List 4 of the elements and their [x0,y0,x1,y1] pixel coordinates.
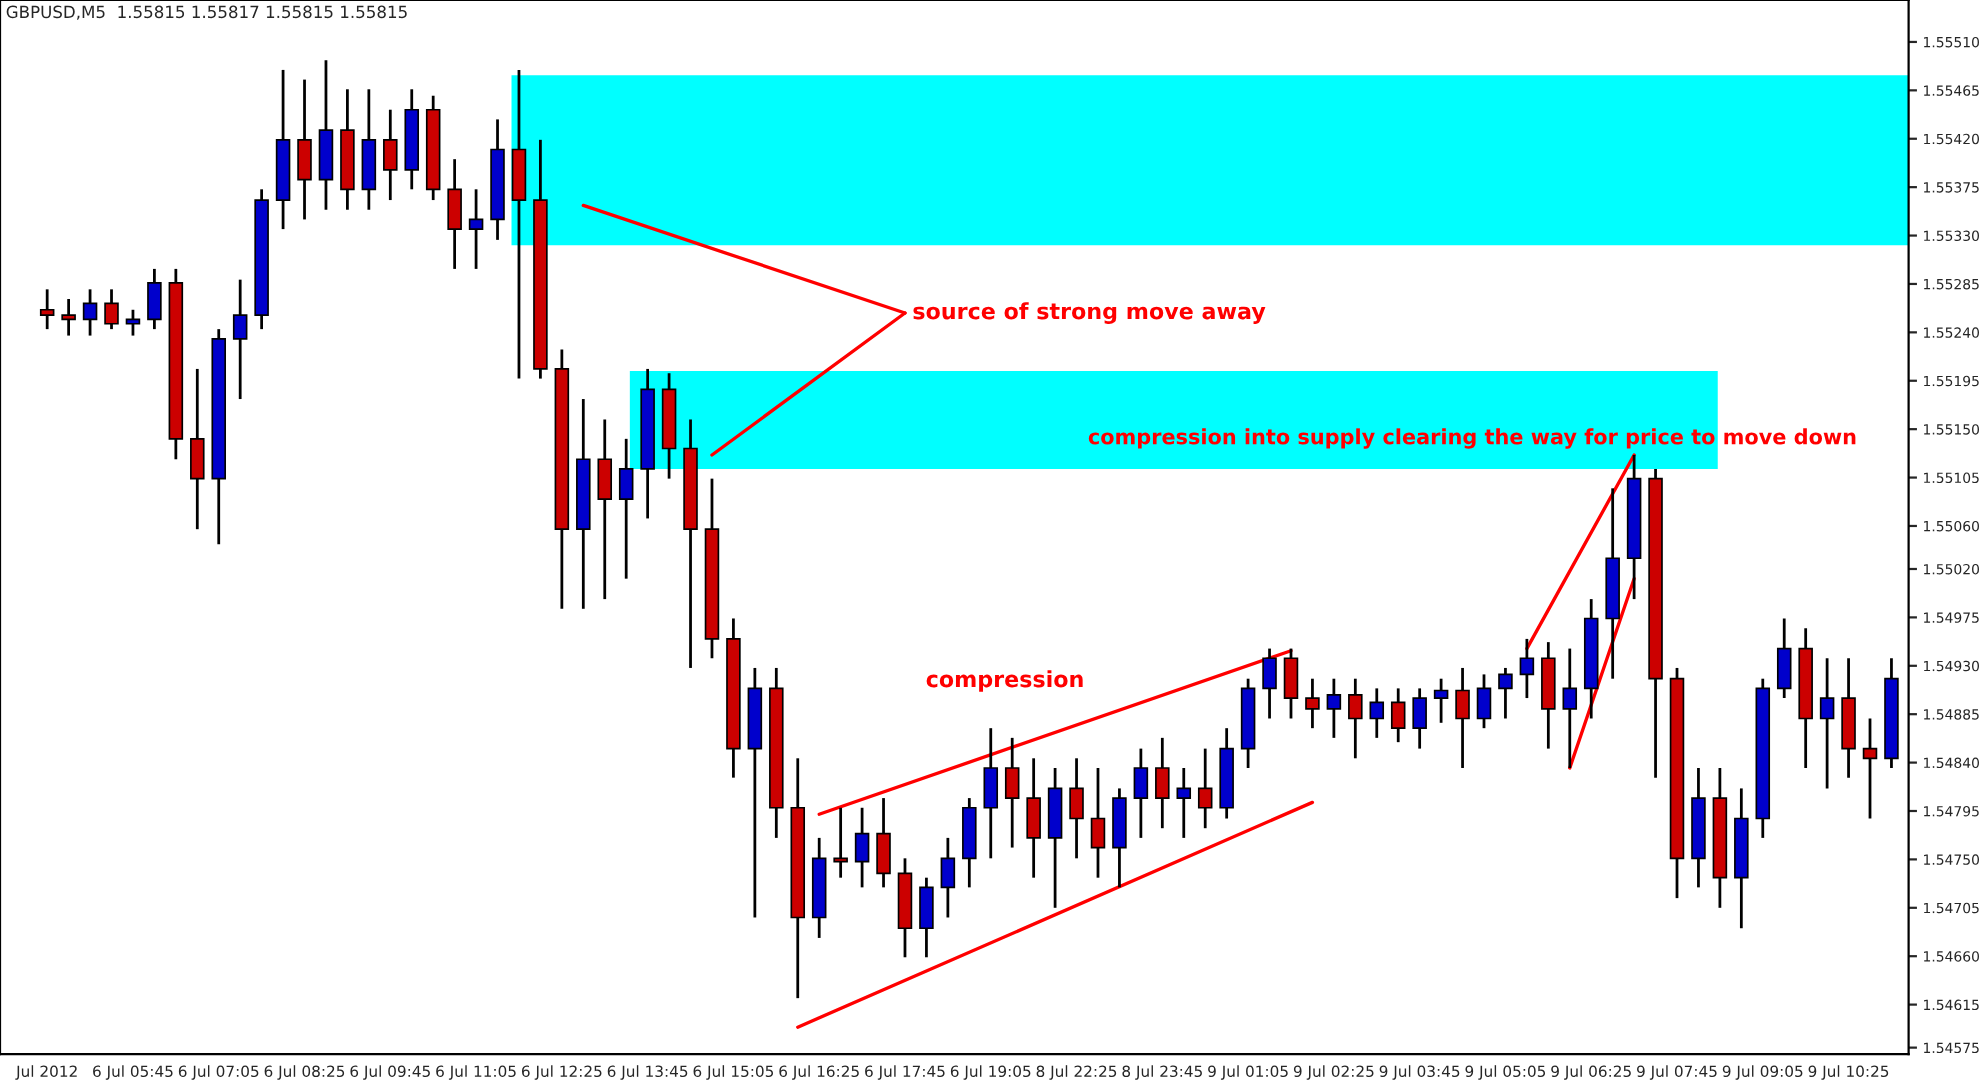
annotation: compression into supply clearing the way for price to move down [1088,428,1856,449]
annotation: source of strong move away [913,302,1266,324]
annotation: compression [926,670,1083,692]
chart-title: GBPUSD,M5 1.55815 1.55817 1.55815 1.55815 [6,5,407,20]
